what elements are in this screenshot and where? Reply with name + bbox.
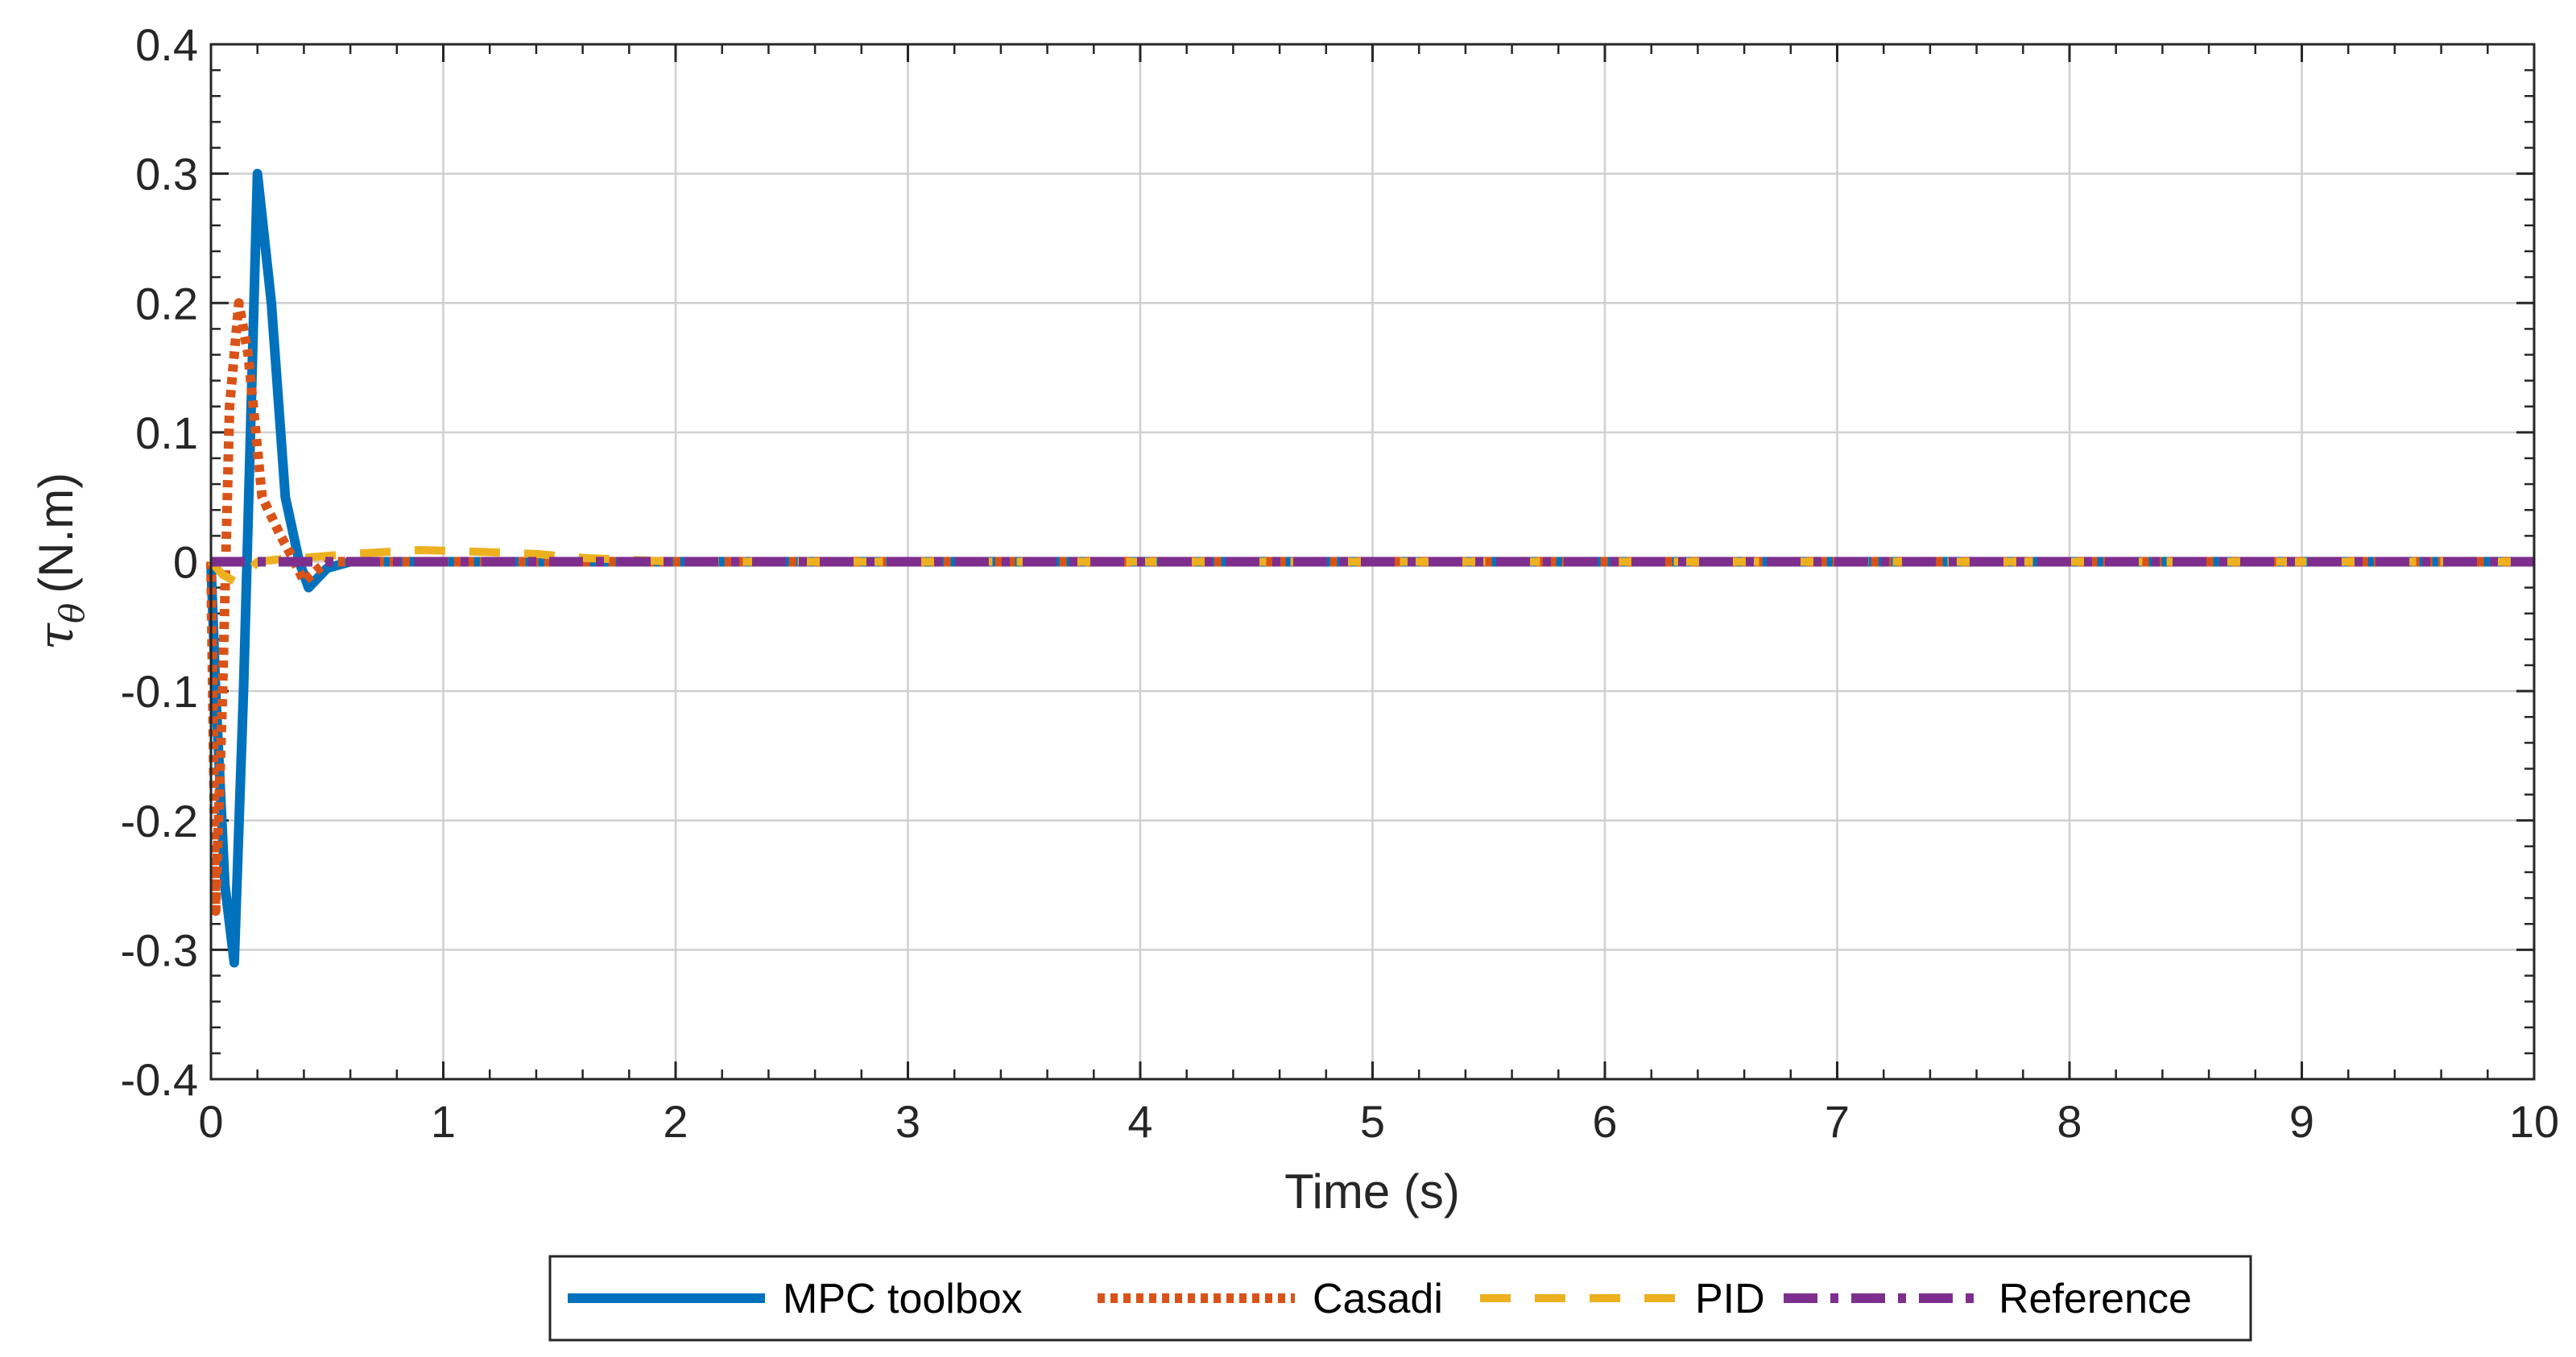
y-tick-label: -0.1 [121, 666, 199, 717]
y-axis-label-unit: (N.m) [29, 473, 83, 594]
y-tick-label: 0.1 [135, 408, 198, 458]
y-axis-label: τθ (N.m) [28, 473, 92, 650]
legend: MPC toolbox Casadi PID Reference [548, 1255, 2252, 1342]
x-tick-label: 3 [895, 1096, 920, 1147]
legend-label-pid: PID [1695, 1276, 1765, 1322]
x-tick-label: 9 [2289, 1096, 2314, 1147]
series-layer [206, 168, 2534, 968]
legend-label-reference: Reference [1999, 1276, 2192, 1322]
y-tick-label: 0 [173, 537, 198, 588]
x-tick-label: 6 [1592, 1096, 1617, 1147]
x-tick-label: 8 [2057, 1096, 2082, 1147]
x-tick-label: 5 [1360, 1096, 1385, 1147]
plot-frame [209, 43, 2536, 1081]
x-tick-label: 7 [1825, 1096, 1850, 1147]
y-axis-label-subscript: θ [52, 603, 92, 623]
tick-labels: 0 1 2 3 4 5 6 7 8 9 10 -0.4 -0.3 -0.2 -0.1 0 0.1 0.2 0.3 0.… [121, 19, 2560, 1147]
y-tick-label: 0.3 [135, 149, 198, 200]
x-tick-label: 4 [1127, 1096, 1152, 1147]
series-line-pid [208, 546, 2534, 585]
x-axis-label: Time (s) [1284, 1165, 1460, 1218]
y-tick-label: -0.4 [121, 1054, 199, 1105]
x-tick-label: 10 [2509, 1096, 2559, 1147]
y-tick-label: -0.3 [121, 925, 199, 975]
y-tick-label: 0.4 [135, 19, 198, 70]
legend-label-casadi: Casadi [1313, 1276, 1443, 1322]
y-tick-label: 0.2 [135, 278, 198, 329]
legend-label-mpc-toolbox: MPC toolbox [783, 1276, 1023, 1322]
y-tick-label: -0.2 [121, 796, 199, 846]
x-tick-label: 0 [198, 1096, 223, 1147]
y-axis-label-symbol: τ [28, 623, 85, 650]
x-tick-label: 2 [663, 1096, 688, 1147]
svg-text:τθ(N.m): τθ (N.m) [28, 473, 92, 650]
x-tick-label: 1 [431, 1096, 456, 1147]
